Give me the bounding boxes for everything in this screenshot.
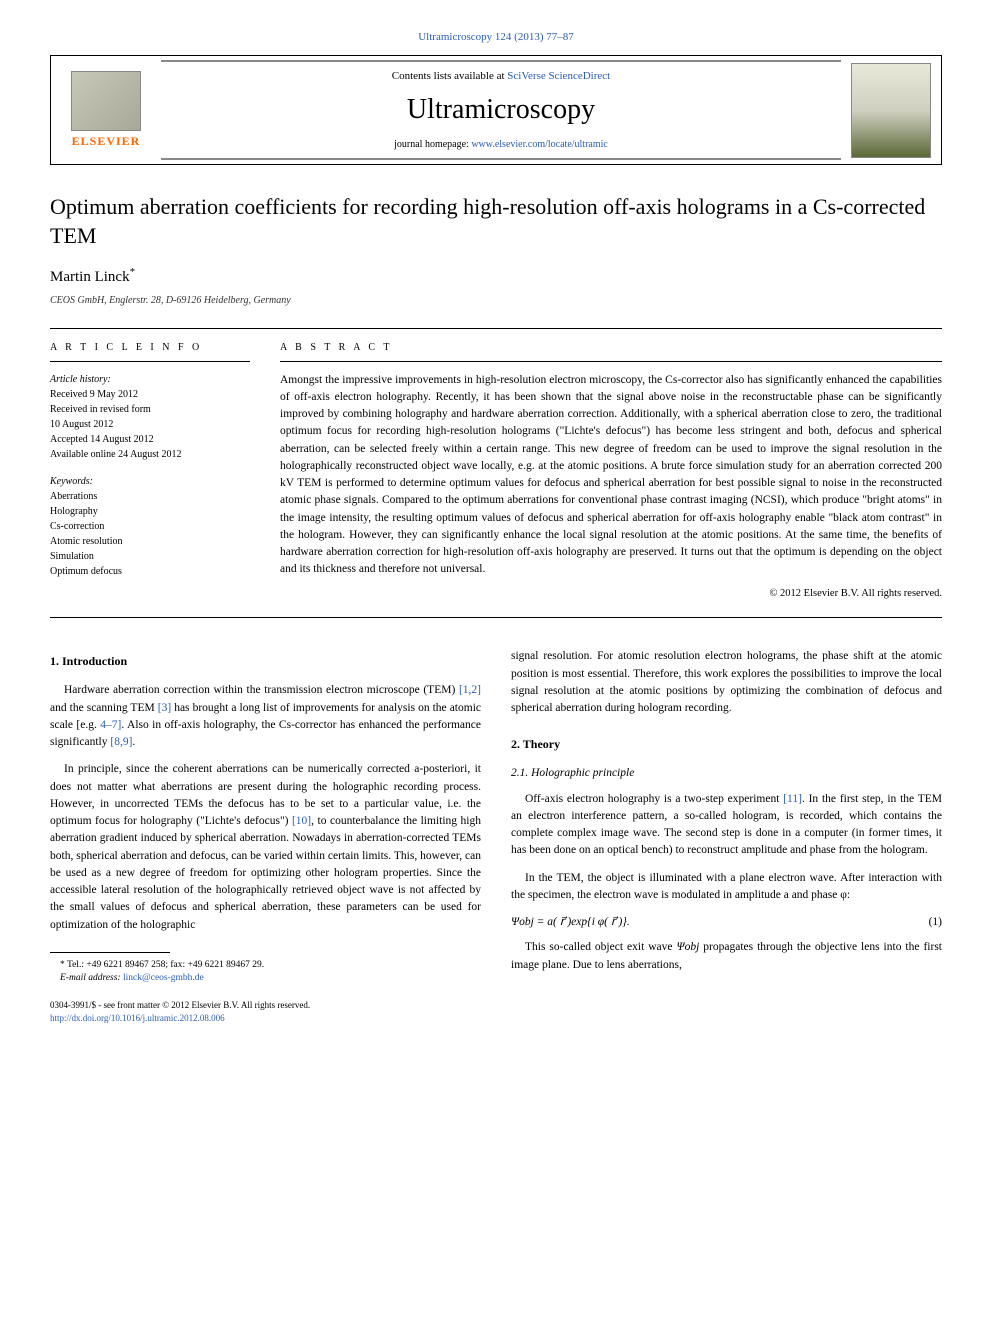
homepage-link[interactable]: www.elsevier.com/locate/ultramic [471,139,608,150]
journal-name: Ultramicroscopy [407,90,595,129]
theory-paragraph-2: In the TEM, the object is illuminated wi… [511,870,942,905]
article-title: Optimum aberration coefficients for reco… [50,193,942,250]
header-center: Contents lists available at SciVerse Sci… [161,60,841,160]
keyword: Aberrations [50,489,250,504]
equation-1: Ψobj = a( r⃗ )exp{i φ( r⃗ )}. [511,914,630,931]
publisher-logo-block: ELSEVIER [51,56,161,164]
journal-header-box: ELSEVIER Contents lists available at Sci… [50,55,942,165]
abstract-copyright: © 2012 Elsevier B.V. All rights reserved… [280,587,942,602]
keyword: Optimum defocus [50,564,250,579]
journal-cover-block [841,56,941,164]
section-2-heading: 2. Theory [511,735,942,753]
p-text: This so-called object exit wave [525,941,677,953]
article-history-block: Article history: Received 9 May 2012 Rec… [50,372,250,462]
corresponding-footnote: * Tel.: +49 6221 89467 258; fax: +49 622… [50,959,481,986]
footnote-separator [50,952,170,953]
body-columns: 1. Introduction Hardware aberration corr… [50,648,942,1024]
footer-copyright: 0304-3991/$ - see front matter © 2012 El… [50,999,481,1024]
symbol-psi-obj: Ψobj [677,941,700,953]
ref-link[interactable]: [3] [158,702,171,714]
ref-link[interactable]: [10] [292,815,311,827]
corresponding-mark: * [130,266,136,278]
ref-link[interactable]: [8,9] [110,736,132,748]
email-label: E-mail address: [60,973,121,983]
keyword: Simulation [50,549,250,564]
keyword: Cs-correction [50,519,250,534]
equation-1-row: Ψobj = a( r⃗ )exp{i φ( r⃗ )}. (1) [511,914,942,931]
subsection-2-1-heading: 2.1. Holographic principle [511,765,942,782]
footnote-tel: * Tel.: +49 6221 89467 258; fax: +49 622… [50,959,481,972]
footnote-email-line: E-mail address: linck@ceos-gmbh.de [50,972,481,985]
history-item: 10 August 2012 [50,417,250,432]
homepage-line: journal homepage: www.elsevier.com/locat… [394,138,608,152]
theory-paragraph-3: This so-called object exit wave Ψobj pro… [511,939,942,974]
equation-1-number: (1) [929,914,942,931]
top-journal: Ultramicroscopy [418,31,492,43]
p1-text: . [132,736,135,748]
publisher-name: ELSEVIER [72,133,141,150]
ref-link[interactable]: [11] [783,793,802,805]
homepage-prefix: journal homepage: [394,139,471,150]
p-text: Off-axis electron holography is a two-st… [525,793,783,805]
footer-line-1: 0304-3991/$ - see front matter © 2012 El… [50,999,481,1012]
p1-text: and the scanning TEM [50,702,158,714]
email-link[interactable]: linck@ceos-gmbh.de [123,973,204,983]
contents-prefix: Contents lists available at [392,70,507,82]
author-line: Martin Linck* [50,265,942,288]
top-cite: 124 (2013) 77–87 [495,31,574,43]
top-citation-link[interactable]: Ultramicroscopy 124 (2013) 77–87 [418,31,574,43]
history-item: Received in revised form [50,402,250,417]
history-item: Accepted 14 August 2012 [50,432,250,447]
intro-paragraph-2-cont: signal resolution. For atomic resolution… [511,648,942,717]
elsevier-tree-icon [71,71,141,131]
abstract-column: A B S T R A C T Amongst the impressive i… [280,341,942,602]
p1-text: Hardware aberration correction within th… [64,684,459,696]
sciencedirect-link[interactable]: SciVerse ScienceDirect [507,70,610,82]
keyword: Holography [50,504,250,519]
keywords-label: Keywords: [50,474,250,489]
abstract-text: Amongst the impressive improvements in h… [280,372,942,579]
author-name: Martin Linck [50,269,130,285]
article-info-column: A R T I C L E I N F O Article history: R… [50,341,250,602]
ref-link[interactable]: [1,2] [459,684,481,696]
right-column: signal resolution. For atomic resolution… [511,648,942,1024]
history-item: Received 9 May 2012 [50,387,250,402]
article-info-heading: A R T I C L E I N F O [50,341,250,362]
section-1-heading: 1. Introduction [50,652,481,670]
top-citation: Ultramicroscopy 124 (2013) 77–87 [50,30,942,45]
affiliation: CEOS GmbH, Englerstr. 28, D-69126 Heidel… [50,294,942,308]
ref-link[interactable]: 4–7] [100,719,121,731]
contents-line: Contents lists available at SciVerse Sci… [392,69,610,84]
keywords-block: Keywords: Aberrations Holography Cs-corr… [50,474,250,579]
doi-link[interactable]: http://dx.doi.org/10.1016/j.ultramic.201… [50,1013,225,1023]
theory-paragraph-1: Off-axis electron holography is a two-st… [511,791,942,860]
left-column: 1. Introduction Hardware aberration corr… [50,648,481,1024]
abstract-heading: A B S T R A C T [280,341,942,362]
keyword: Atomic resolution [50,534,250,549]
history-label: Article history: [50,372,250,387]
history-item: Available online 24 August 2012 [50,447,250,462]
intro-paragraph-2: In principle, since the coherent aberrat… [50,761,481,934]
p2-text: , to counterbalance the limiting high ab… [50,815,481,931]
journal-cover-thumb [851,63,931,158]
info-abstract-row: A R T I C L E I N F O Article history: R… [50,328,942,619]
intro-paragraph-1: Hardware aberration correction within th… [50,682,481,751]
